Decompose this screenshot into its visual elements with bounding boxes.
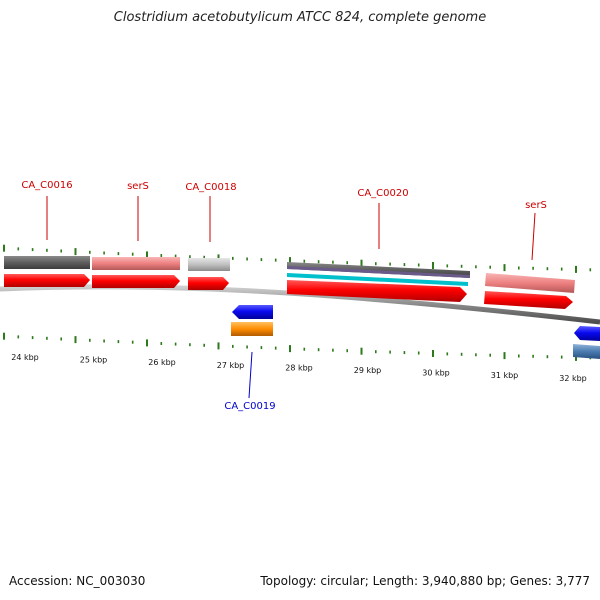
- gene-label-sers-2: serS: [525, 200, 547, 211]
- feature-orange-ca-c0019[interactable]: [231, 322, 273, 336]
- cds-arrow-sers-2[interactable]: [484, 291, 573, 309]
- scale-label: 31 kbp: [491, 371, 519, 380]
- cds-arrow-ca-c0016[interactable]: [4, 274, 90, 287]
- cds-arrow-reverse-right[interactable]: [574, 326, 600, 341]
- gene-bar-sers-1[interactable]: [92, 257, 180, 270]
- rna-band-teal: [287, 273, 468, 286]
- forward-callouts: [46, 196, 536, 261]
- genome-backbone: [0, 284, 600, 325]
- scale-label: 28 kbp: [285, 363, 313, 372]
- scale-label: 32 kbp: [559, 374, 587, 383]
- cds-arrow-ca-c0020[interactable]: [287, 280, 467, 302]
- reverse-callout: [248, 351, 253, 399]
- gene-label-ca-c0020: CA_C0020: [357, 188, 408, 199]
- gene-bar-ca-c0018[interactable]: [188, 258, 230, 271]
- scale-labels: 24 kbp 25 kbp 26 kbp 27 kbp 28 kbp 29 kbp 30 k…: [11, 353, 587, 383]
- cds-arrow-ca-c0019[interactable]: [232, 305, 273, 319]
- gene-bar-sers-2[interactable]: [485, 273, 575, 293]
- feature-steel-right[interactable]: [573, 344, 600, 359]
- scale-label: 25 kbp: [80, 356, 108, 365]
- gene-label-ca-c0016: CA_C0016: [21, 180, 72, 191]
- scale-label: 29 kbp: [354, 366, 382, 375]
- cds-arrow-sers-1[interactable]: [92, 275, 180, 288]
- gene-label-ca-c0019: CA_C0019: [224, 401, 275, 412]
- scale-label: 30 kbp: [422, 369, 450, 378]
- gene-bar-ca-c0016[interactable]: [4, 256, 90, 269]
- scale-label: 26 kbp: [148, 358, 176, 367]
- genome-summary-text: Topology: circular; Length: 3,940,880 bp…: [260, 574, 590, 588]
- scale-label: 27 kbp: [217, 361, 245, 370]
- rna-band-purple: [287, 266, 470, 278]
- scale-label: 24 kbp: [11, 353, 39, 362]
- map-title: Clostridium acetobutylicum ATCC 824, com…: [113, 10, 487, 25]
- gene-label-sers-1: serS: [127, 181, 149, 192]
- gene-label-ca-c0018: CA_C0018: [185, 182, 236, 193]
- inner-tick-marks: [3, 332, 592, 361]
- cds-arrow-ca-c0018[interactable]: [188, 277, 229, 290]
- accession-text: Accession: NC_003030: [9, 574, 146, 588]
